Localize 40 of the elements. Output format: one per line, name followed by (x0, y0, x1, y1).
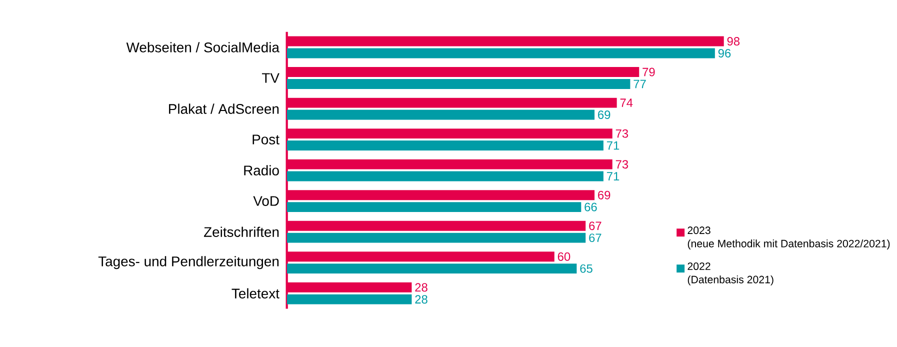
data-label: 67 (589, 234, 602, 242)
data-label: 71 (606, 172, 620, 181)
legend-label: 2023 (688, 226, 710, 234)
bar (286, 110, 595, 120)
annotation: (neue Methodik mit Datenbasis 2022/2021) (688, 240, 890, 250)
legend-label: 2022 (688, 262, 710, 270)
data-label: 67 (589, 222, 602, 230)
data-label: 69 (598, 110, 610, 120)
y-tick-label: Teletext (232, 288, 280, 299)
data-label: 69 (598, 191, 610, 200)
data-label: 74 (620, 98, 633, 108)
annotation: (Datenbasis 2021) (688, 276, 774, 286)
bar (286, 264, 577, 274)
bar (286, 79, 630, 90)
data-label: 28 (415, 295, 428, 304)
bar (286, 172, 604, 182)
data-label: 66 (584, 203, 597, 212)
data-label: 71 (606, 142, 620, 150)
y-tick-label: TV (262, 73, 280, 84)
data-label: 65 (580, 264, 592, 274)
bar (286, 140, 604, 151)
y-tick-label: Webseiten / SocialMedia (126, 42, 280, 53)
y-tick-label: Zeitschriften (204, 226, 279, 238)
bar (286, 202, 582, 212)
y-tick-label: VoD (253, 196, 279, 206)
data-label: 28 (415, 283, 428, 292)
data-label: 79 (642, 68, 655, 76)
data-label: 73 (616, 160, 628, 169)
data-label: 60 (558, 252, 570, 262)
data-label: 73 (616, 130, 628, 138)
y-tick-label: Post (252, 134, 280, 145)
bar (286, 233, 586, 243)
y-tick-label: Radio (244, 165, 279, 176)
bar (286, 294, 412, 305)
y-tick-label: Plakat / AdScreen (169, 104, 279, 114)
data-label: 77 (634, 80, 646, 88)
data-label: 98 (727, 37, 740, 46)
y-tick-label: Tages- und Pendlerzeitungen (98, 256, 279, 270)
bar (286, 48, 715, 58)
data-label: 96 (718, 49, 731, 58)
